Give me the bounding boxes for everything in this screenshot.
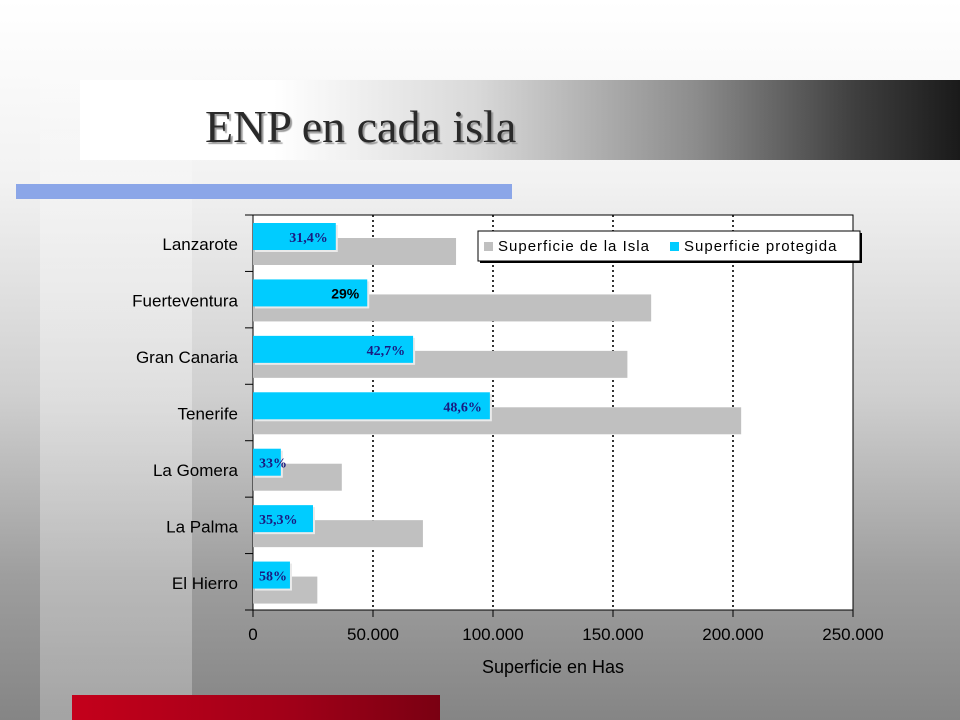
page-title: ENP en cada isla: [205, 101, 517, 152]
x-axis-title: Superficie en Has: [482, 657, 624, 677]
data-label: 35,3%: [259, 513, 298, 528]
data-label: 48,6%: [443, 400, 482, 415]
category-label: Fuerteventura: [132, 292, 238, 311]
bar-protected-surface: [253, 279, 368, 307]
bar-protected-surface: [253, 561, 290, 589]
legend-label-island: Superficie de la Isla: [498, 238, 650, 255]
category-label: Gran Canaria: [136, 348, 239, 367]
data-label: 33%: [259, 457, 287, 472]
category-label: Lanzarote: [162, 235, 238, 254]
accent-bar-blue: [16, 184, 512, 199]
x-tick-label: 100.000: [462, 625, 523, 644]
bar-protected-surface: [253, 335, 414, 363]
axes: Lanzarote Fuerteventura Gran Canaria Teneri…: [132, 214, 884, 677]
x-tick-label: 0: [248, 625, 257, 644]
legend-label-protected: Superficie protegida: [684, 238, 837, 255]
x-tick-label: 250.000: [822, 625, 883, 644]
x-tick-label: 150.000: [582, 625, 643, 644]
data-label: 31,4%: [289, 231, 328, 246]
category-label: La Gomera: [153, 461, 239, 480]
bars: 31,4% 29% 42,7% 48,6% 33% 35,3% 58%: [253, 223, 742, 604]
accent-bar-red: [72, 695, 440, 720]
legend-swatch-protected: [670, 242, 679, 251]
title-band: [80, 80, 960, 160]
data-label: 29%: [331, 285, 360, 301]
legend-box: [477, 230, 861, 262]
x-tick-label: 200.000: [702, 625, 763, 644]
data-label: 58%: [259, 570, 287, 585]
bar-protected-surface: [253, 448, 281, 476]
legend: Superficie de la Isla Superficie protegid…: [477, 230, 862, 263]
category-label: El Hierro: [172, 574, 238, 593]
bar-protected-surface: [253, 223, 336, 250]
data-label: 42,7%: [367, 344, 406, 359]
x-tick-label: 50.000: [347, 625, 399, 644]
category-label: Tenerife: [178, 405, 238, 424]
legend-swatch-island: [484, 242, 493, 251]
category-label: La Palma: [166, 517, 238, 536]
bar-protected-surface: [253, 392, 490, 420]
bar-protected-surface: [253, 505, 313, 533]
